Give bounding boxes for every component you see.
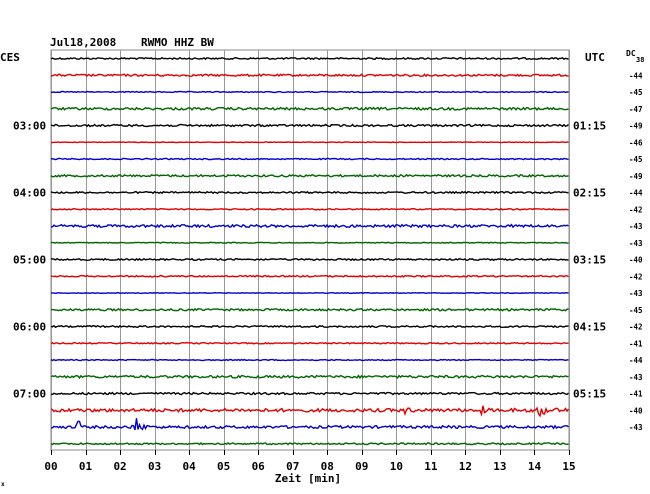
trace-row-7 [50,173,569,178]
trace-row-11 [50,241,569,244]
dc-value: -41 [629,339,643,348]
seismic-traces [50,56,570,446]
dc-value: -41 [629,390,643,399]
dc-value: -43 [629,373,643,382]
left-time-label: 06:00 [13,321,46,334]
dc-value: -42 [629,323,643,332]
dc-value: -40 [629,406,643,415]
dc-label-sub: 38 [636,56,644,64]
dc-value: -46 [629,138,643,147]
dc-label: DC [626,49,636,58]
x-tick-label-02: 02 [113,460,126,473]
trace-row-21 [50,405,570,418]
trace-row-18 [50,358,569,362]
dc-value: -43 [629,423,643,432]
chart-grid [50,49,570,455]
trace-row-23 [50,441,569,446]
dc-value: -43 [629,289,643,298]
x-tick-label-04: 04 [183,460,197,473]
right-time-label: 03:15 [573,254,606,267]
trace-row-1 [50,73,569,78]
right-time-label: 01:15 [573,120,606,133]
right-time-label: 05:15 [573,388,606,401]
x-tick-label-11: 11 [424,460,438,473]
dc-value: -45 [629,306,643,315]
x-tick-label-03: 03 [148,460,161,473]
trace-row-14 [50,291,569,295]
left-timezone-label: CES [0,51,20,64]
corner-mark: x [1,481,5,488]
trace-row-6 [50,157,569,161]
dc-value: -40 [629,256,643,265]
dc-value: -44 [629,189,643,198]
right-timezone-label: UTC [585,51,605,64]
x-tick-label-06: 06 [252,460,266,473]
left-time-label: 04:00 [13,187,46,200]
trace-row-20 [50,391,569,396]
dc-value: -49 [629,172,643,181]
x-tick-label-09: 09 [355,460,368,473]
left-time-label: 05:00 [13,254,46,267]
trace-row-10 [50,223,569,229]
trace-row-17 [50,341,569,345]
dc-value: -49 [629,122,643,131]
x-tick-label-14: 14 [528,460,542,473]
x-axis-title: Zeit [min] [275,472,341,485]
trace-row-8 [50,190,569,195]
trace-row-12 [50,257,569,262]
x-tick-label-08: 08 [321,460,334,473]
left-time-label: 07:00 [13,388,46,401]
time-labels: 00 01 02 03 04 05 06 07 08 09 10 11 12 13 14 15 03:00 04:… [13,71,643,473]
dc-value: -47 [629,105,643,114]
plot-frame [50,49,570,451]
dc-value: -44 [629,71,643,80]
dc-value: -42 [629,272,643,281]
dc-value: -45 [629,88,643,97]
dc-value: -43 [629,222,643,231]
dc-value: -44 [629,356,643,365]
trace-row-4 [50,123,569,128]
trace-row-2 [50,90,569,94]
dc-value: -45 [629,155,643,164]
trace-row-13 [50,274,569,278]
right-time-label: 04:15 [573,321,606,334]
x-tick-label-13: 13 [493,460,506,473]
chart-station: RWMO HHZ BW [141,36,214,49]
trace-row-5 [50,141,569,144]
trace-row-0 [50,56,569,61]
x-tick-label-07: 07 [286,460,299,473]
dc-value: -43 [629,239,643,248]
x-tick-label-00: 00 [44,460,57,473]
x-tick-label-05: 05 [217,460,230,473]
trace-row-3 [50,106,569,112]
trace-row-15 [50,307,569,312]
chart-date: Jul18,2008 [50,36,116,49]
x-tick-label-10: 10 [390,460,403,473]
trace-row-19 [50,374,569,380]
left-time-label: 03:00 [13,120,46,133]
trace-row-16 [50,324,569,329]
x-tick-label-15: 15 [562,460,575,473]
x-tick-label-01: 01 [79,460,93,473]
x-tick-label-12: 12 [459,460,472,473]
dc-value: -42 [629,205,643,214]
trace-row-22 [50,418,569,431]
trace-row-9 [50,207,569,211]
right-time-label: 02:15 [573,187,606,200]
